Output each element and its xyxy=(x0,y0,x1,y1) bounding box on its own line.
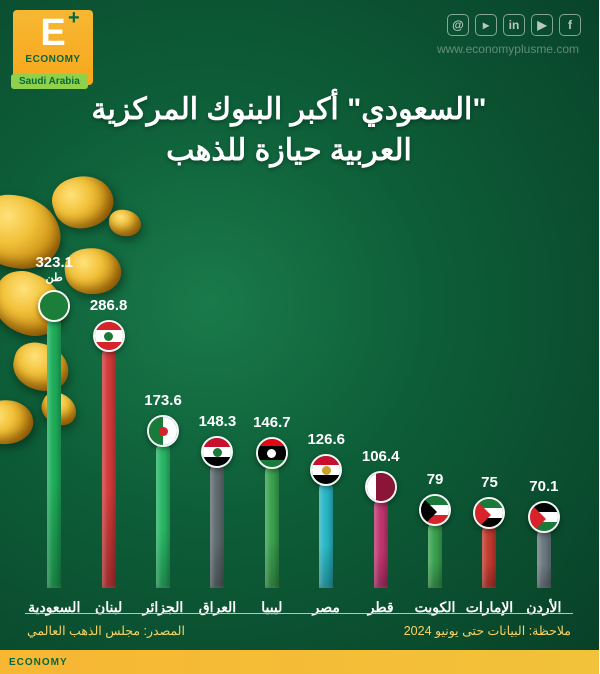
bar-value-label: 173.6 xyxy=(145,392,183,409)
bar-value-label: 70.1 xyxy=(530,478,559,495)
bar-value-label: 75 xyxy=(482,474,499,491)
title-line-2: العربية حيازة للذهب xyxy=(167,134,413,167)
bar-value-label: 148.3 xyxy=(200,413,238,430)
gold-holdings-bar-chart: 323.1طنالسعودية286.8لبنان173.6الجزائر148… xyxy=(28,230,572,588)
chart-bar xyxy=(429,522,443,588)
title-line-1: "السعودي" أكبر البنوك المركزية xyxy=(92,93,487,126)
country-flag-icon xyxy=(366,471,398,503)
footer-divider xyxy=(26,613,574,614)
social-icon: in xyxy=(504,14,526,36)
country-flag-icon xyxy=(257,437,289,469)
logo-letter: E + xyxy=(41,14,66,52)
chart-column: 148.3العراق xyxy=(191,413,245,588)
header: E + ECONOMY Saudi Arabia f ▶ in ▸ @ www.econ… xyxy=(0,0,600,95)
chart-column: 126.6مصر xyxy=(300,431,354,588)
brand-logo: E + ECONOMY Saudi Arabia xyxy=(14,10,94,85)
chart-bar xyxy=(211,464,225,588)
chart-bar xyxy=(157,443,171,588)
chart-column: 323.1طنالسعودية xyxy=(28,254,82,588)
social-icon: ▶ xyxy=(532,14,554,36)
chart-bar xyxy=(375,499,389,588)
bar-value-label: 323.1طن xyxy=(36,254,74,284)
country-flag-icon xyxy=(529,501,561,533)
chart-bar xyxy=(266,465,280,588)
site-url: www.economyplusme.com xyxy=(438,42,580,56)
bar-value-label: 286.8 xyxy=(91,297,129,314)
chart-column: 146.7ليبيا xyxy=(246,414,300,588)
bar-value-label: 106.4 xyxy=(363,448,401,465)
social-icon: ▸ xyxy=(476,14,498,36)
footer-note: ملاحظة: البيانات حتى يونيو 2024 xyxy=(405,623,572,638)
chart-column: 70.1الأردن xyxy=(518,478,572,588)
bar-value-label: 126.6 xyxy=(308,431,346,448)
country-flag-icon xyxy=(311,454,343,486)
logo-plus: + xyxy=(69,8,81,28)
infographic-title: "السعودي" أكبر البنوك المركزية العربية ح… xyxy=(0,90,580,171)
chart-bar xyxy=(483,525,497,588)
chart-column: 173.6الجزائر xyxy=(137,392,191,588)
country-flag-icon xyxy=(202,436,234,468)
chart-bar xyxy=(538,529,552,588)
chart-column: 75الإمارات xyxy=(463,474,517,588)
logo-region-tag: Saudi Arabia xyxy=(12,74,89,89)
chart-column: 106.4قطر xyxy=(354,448,408,588)
chart-column: 286.8لبنان xyxy=(82,297,136,588)
chart-bar xyxy=(103,348,117,588)
country-flag-icon xyxy=(94,320,126,352)
chart-column: 79الكويت xyxy=(409,471,463,588)
bar-value-label: 146.7 xyxy=(254,414,292,431)
chart-bar xyxy=(48,318,62,588)
country-flag-icon xyxy=(474,497,506,529)
footer-brand-text: ECONOMY xyxy=(10,657,69,668)
logo-word: ECONOMY xyxy=(26,54,81,65)
logo-e-text: E xyxy=(41,12,66,54)
social-icons: f ▶ in ▸ @ xyxy=(448,14,582,36)
bar-unit-label: طن xyxy=(36,271,74,284)
social-icon: @ xyxy=(448,14,470,36)
country-flag-icon xyxy=(420,494,452,526)
footer-brand-bar: ECONOMY xyxy=(0,650,600,674)
bar-value-label: 79 xyxy=(428,471,445,488)
footer-source: المصدر: مجلس الذهب العالمي xyxy=(28,623,186,638)
country-flag-icon xyxy=(39,290,71,322)
country-flag-icon xyxy=(148,415,180,447)
chart-bar xyxy=(320,482,334,588)
social-icon: f xyxy=(560,14,582,36)
